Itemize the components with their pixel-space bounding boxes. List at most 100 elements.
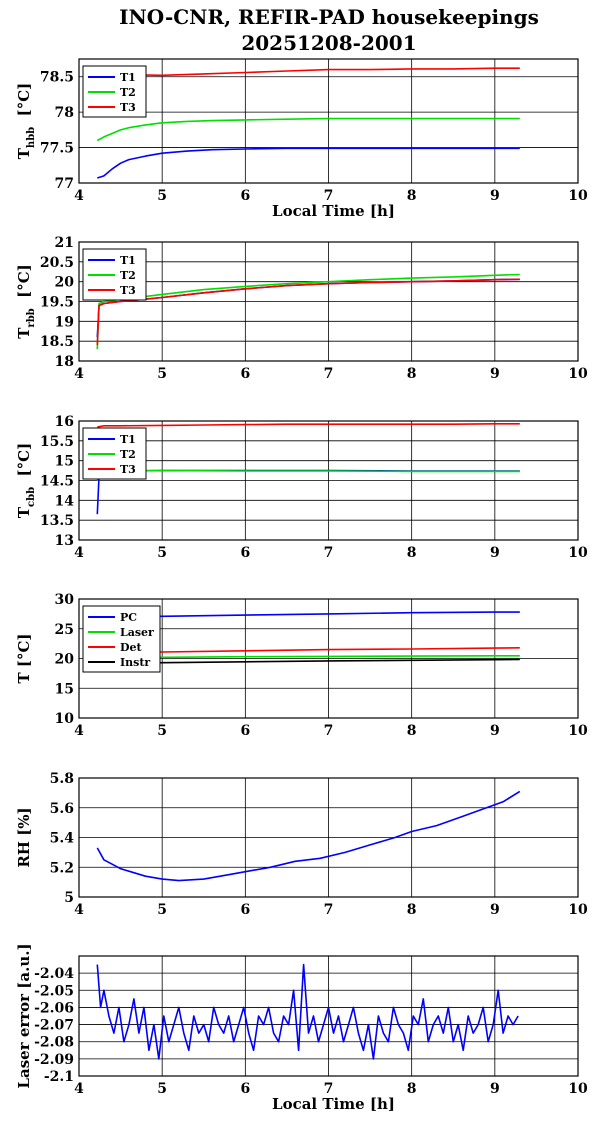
x-tick-label: 10 (568, 366, 588, 382)
series-line-t1 (96, 469, 520, 515)
legend-label-t3: T3 (120, 463, 136, 476)
x-tick-label: 9 (490, 723, 500, 739)
series-line-t2 (96, 273, 520, 350)
x-tick-label: 5 (157, 902, 167, 918)
y-tick-label: 15.5 (40, 434, 74, 450)
y-tick-label: -2.04 (34, 966, 74, 982)
x-tick-label: 9 (490, 545, 500, 561)
x-tick-label: 9 (490, 188, 500, 204)
y-tick-label: 5.2 (50, 860, 74, 876)
legend-label-t2: T2 (120, 448, 136, 461)
x-tick-label: 6 (240, 366, 250, 382)
y-axis-label: Tcbb [°C] (15, 443, 37, 518)
x-tick-label: 5 (157, 723, 167, 739)
y-axis-label: Trbb [°C] (15, 264, 37, 339)
legend: PC Laser Det Instr (82, 605, 161, 673)
y-axis-label: RH [%] (15, 807, 33, 867)
plot-frame (78, 777, 579, 898)
x-tick-label: 4 (74, 902, 84, 918)
legend-label-instr: Instr (120, 656, 150, 669)
x-tick-label: 7 (324, 366, 334, 382)
series-line-pc (97, 611, 520, 618)
x-tick-label: 8 (407, 366, 417, 382)
x-tick-label: 7 (324, 902, 334, 918)
y-tick-label: 5 (64, 890, 74, 906)
legend-label-t2: T2 (120, 86, 136, 99)
y-tick-label: 14.5 (40, 474, 74, 490)
x-tick-label: 6 (240, 1081, 250, 1097)
x-tick-label: 4 (74, 545, 84, 561)
plot-frame (78, 598, 579, 719)
legend-label-pc: PC (120, 611, 137, 624)
x-tick-label: 9 (490, 366, 500, 382)
y-tick-label: -2.1 (44, 1069, 74, 1085)
legend-label-t3: T3 (120, 284, 136, 297)
legend-label-t1: T1 (120, 71, 136, 84)
legend-label-t1: T1 (120, 254, 136, 267)
x-axis-label: Local Time [h] (272, 202, 395, 220)
x-tick-label: 7 (324, 545, 334, 561)
y-tick-label: 15 (55, 681, 74, 697)
y-tick-label: 13 (55, 533, 74, 549)
y-tick-label: -2.08 (34, 1035, 74, 1051)
chart-panel-4: 4 5 6 7 8 9 10 10 15 20 25 30 T [°C] PC Laser Det Instr (15, 592, 588, 739)
figure-title-line1: INO-CNR, REFIR-PAD housekeepings (119, 5, 539, 29)
x-tick-label: 4 (74, 723, 84, 739)
x-axis-label: Local Time [h] (272, 1095, 395, 1113)
y-axis-label: T [°C] (15, 633, 33, 683)
y-tick-label: 78 (55, 105, 74, 121)
series-line-t3 (97, 422, 520, 428)
y-tick-label: 15 (55, 454, 74, 470)
series-line-t2 (96, 117, 520, 142)
y-axis-label: Thbb [°C] (15, 83, 37, 160)
y-tick-label: -2.09 (34, 1052, 74, 1068)
y-axis-label: Laser error [a.u.] (15, 943, 33, 1088)
y-tick-label: 16 (55, 414, 74, 430)
y-tick-label: 20 (55, 652, 75, 668)
x-tick-label: 6 (240, 723, 250, 739)
x-tick-label: 5 (157, 1081, 167, 1097)
chart-panel-6: 4 5 6 7 8 9 10 -2.1-2.09-2.08-2.07 -2.06-2.05-2.… (15, 943, 588, 1113)
series-line-data (96, 963, 519, 1060)
x-tick-label: 9 (490, 902, 500, 918)
legend: T1 T2 T3 (82, 65, 147, 118)
x-tick-label: 4 (74, 188, 84, 204)
series-line-det (97, 647, 520, 654)
legend-label-laser: Laser (120, 626, 154, 639)
plot-frame (78, 58, 579, 184)
x-tick-label: 7 (324, 1081, 334, 1097)
x-tick-label: 6 (240, 902, 250, 918)
y-tick-label: 5.4 (50, 831, 75, 847)
plot-frame (78, 241, 579, 362)
series-line-t1 (96, 278, 520, 338)
series-line-t2 (96, 469, 520, 481)
x-tick-label: 8 (407, 1081, 417, 1097)
x-tick-label: 10 (568, 545, 588, 561)
figure-title-line2: 20251208-2001 (241, 31, 416, 55)
y-tick-label: 14 (55, 493, 75, 509)
y-tick-label: 13.5 (40, 513, 74, 529)
x-tick-label: 5 (157, 545, 167, 561)
legend: T1 T2 T3 (82, 427, 147, 480)
x-tick-label: 4 (74, 366, 84, 382)
legend-label-t1: T1 (120, 433, 136, 446)
y-tick-label: -2.06 (34, 1000, 74, 1016)
y-tick-label: 30 (55, 592, 75, 608)
y-tick-label: 21 (55, 235, 74, 251)
y-tick-label: 77.5 (40, 141, 74, 157)
x-tick-label: 8 (407, 188, 417, 204)
series-line-data (96, 790, 521, 882)
x-tick-label: 10 (568, 1081, 588, 1097)
y-tick-label: 10 (55, 711, 75, 727)
y-tick-label: 20.5 (40, 255, 74, 271)
x-tick-label: 10 (568, 902, 588, 918)
y-tick-label: -2.05 (34, 983, 74, 999)
y-tick-label: 19 (55, 314, 74, 330)
y-tick-label: 77 (55, 176, 74, 192)
x-tick-label: 8 (407, 545, 417, 561)
y-tick-label: -2.07 (34, 1018, 74, 1034)
series-line-t1 (97, 147, 520, 179)
